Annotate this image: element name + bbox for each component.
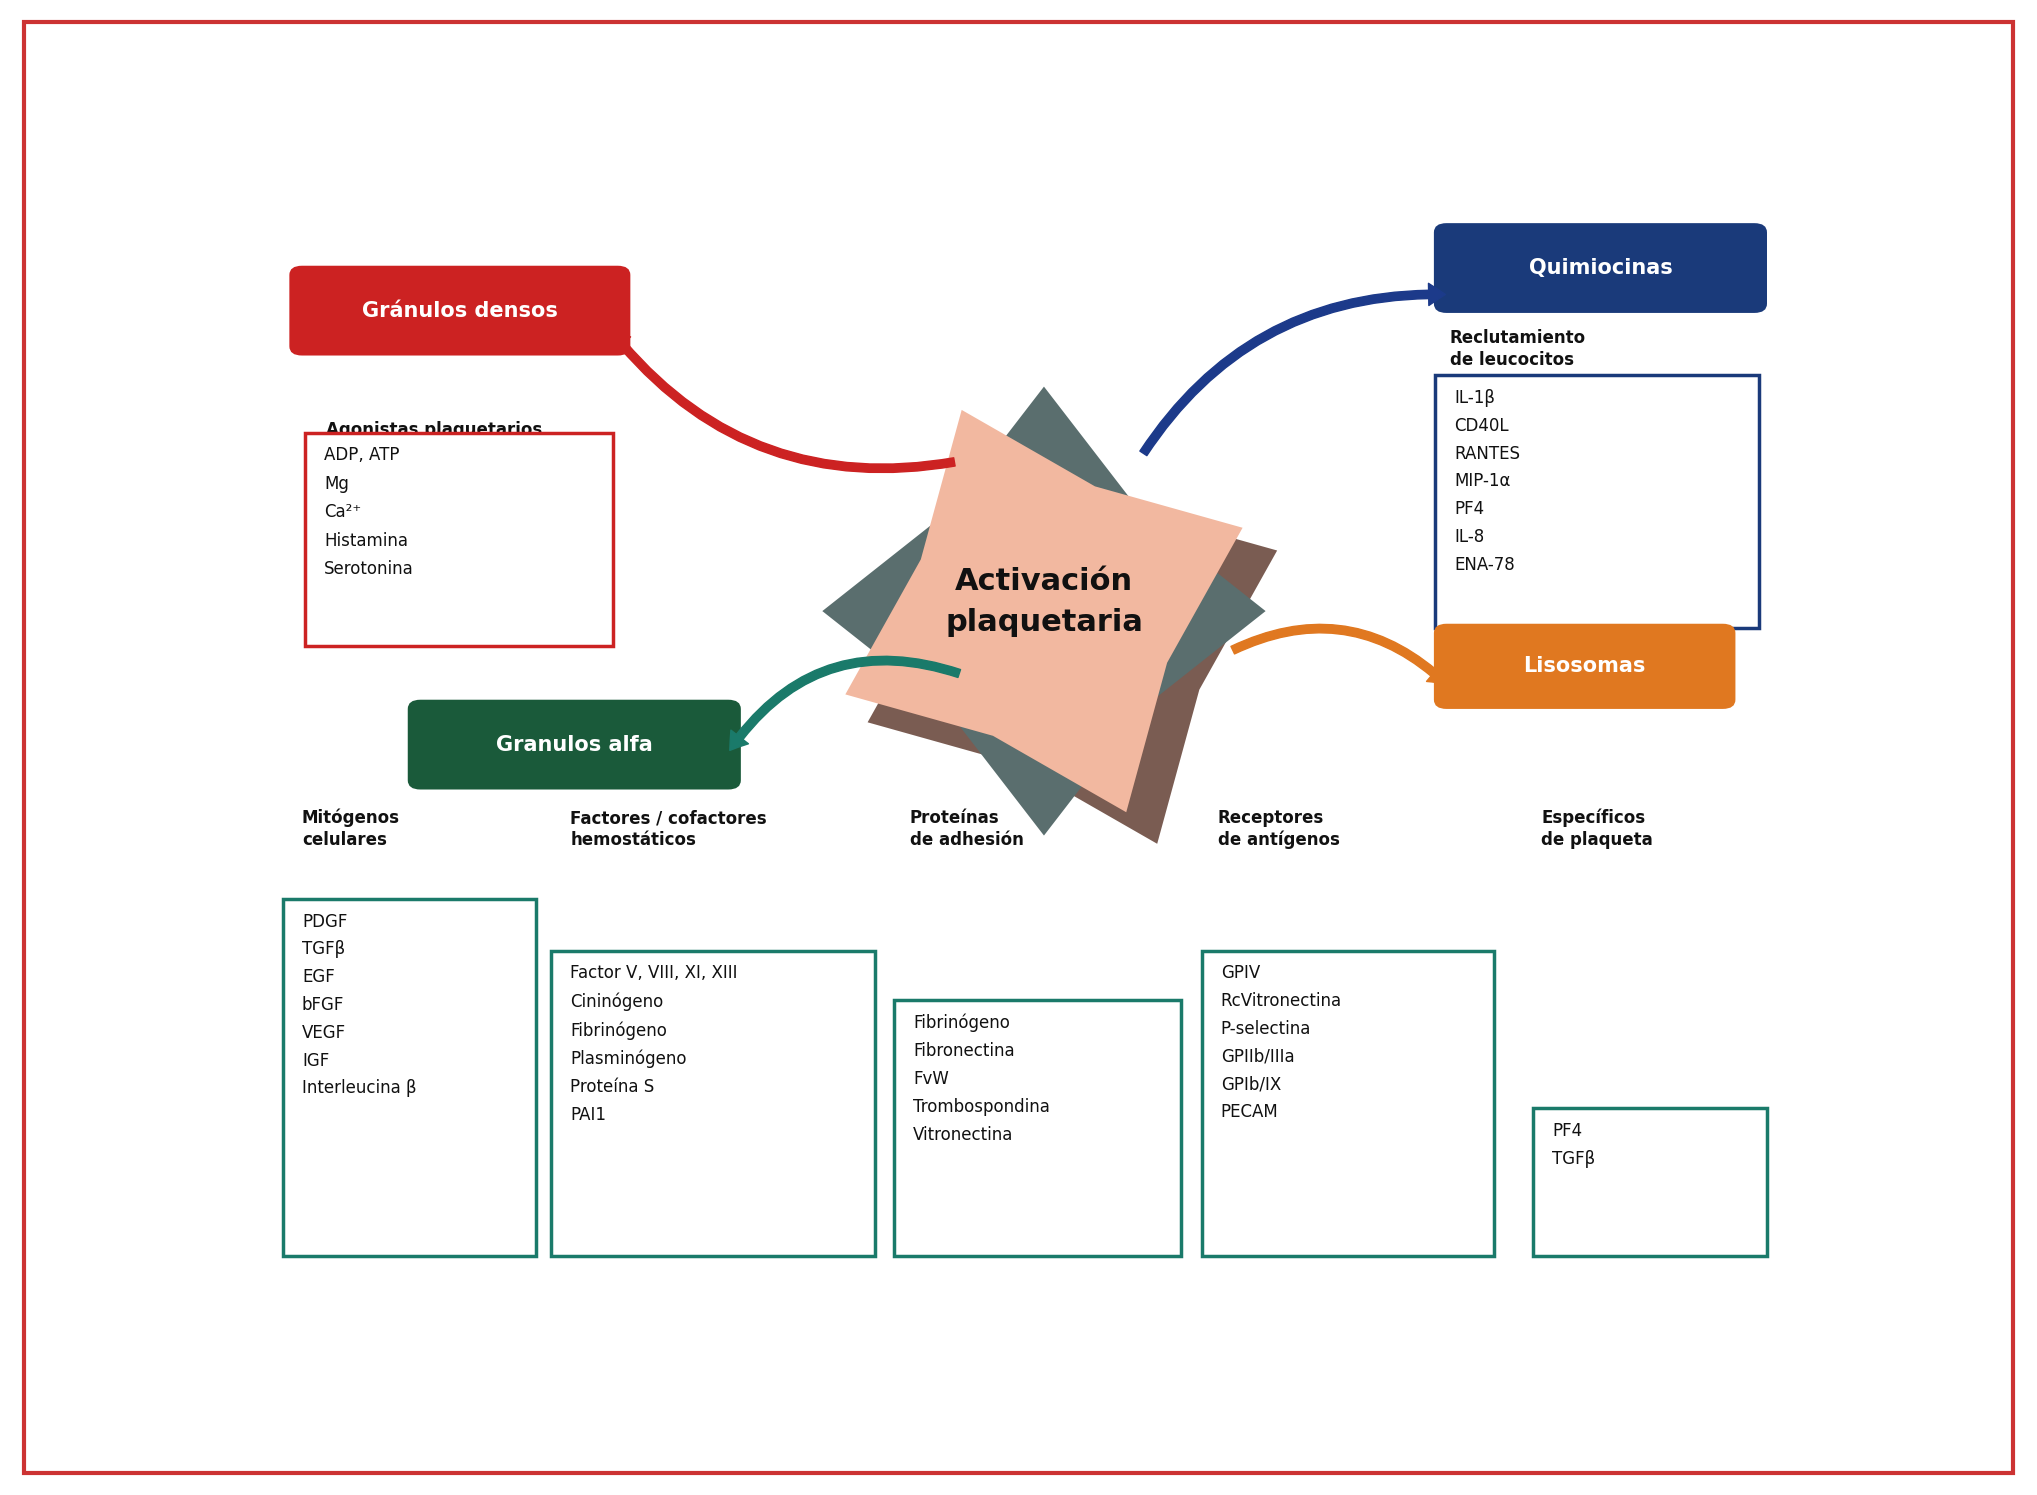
Text: Factor V, VIII, XI, XIII
Cininógeno
Fibrinógeno
Plasminógeno
Proteína S
PAI1: Factor V, VIII, XI, XIII Cininógeno Fibr… bbox=[570, 964, 737, 1124]
Text: Gránulos densos: Gránulos densos bbox=[363, 300, 558, 320]
Text: Receptores
de antígenos: Receptores de antígenos bbox=[1218, 809, 1340, 849]
Bar bbox=[306, 432, 613, 646]
Text: Quimiocinas: Quimiocinas bbox=[1528, 259, 1672, 278]
Text: IL-1β
CD40L
RANTES
MIP-1α
PF4
IL-8
ENA-78: IL-1β CD40L RANTES MIP-1α PF4 IL-8 ENA-7… bbox=[1454, 389, 1520, 574]
Bar bbox=[1534, 1108, 1766, 1256]
Text: Fibrinógeno
Fibronectina
FvW
Trombospondina
Vitronectina: Fibrinógeno Fibronectina FvW Trombospond… bbox=[913, 1014, 1049, 1144]
Text: Agonistas plaquetarios: Agonistas plaquetarios bbox=[326, 422, 542, 440]
Text: Mitógenos
celulares: Mitógenos celulares bbox=[301, 809, 399, 849]
FancyArrowPatch shape bbox=[1230, 625, 1446, 685]
Bar bbox=[1436, 375, 1760, 628]
FancyArrowPatch shape bbox=[1141, 284, 1446, 456]
FancyBboxPatch shape bbox=[1434, 223, 1766, 312]
Bar bbox=[552, 951, 876, 1256]
Text: Factores / cofactores
hemostáticos: Factores / cofactores hemostáticos bbox=[570, 809, 768, 849]
Bar bbox=[1202, 951, 1493, 1256]
FancyBboxPatch shape bbox=[407, 700, 741, 789]
Bar bbox=[894, 1000, 1181, 1256]
Text: Granulos alfa: Granulos alfa bbox=[495, 734, 652, 755]
FancyArrowPatch shape bbox=[729, 656, 961, 750]
FancyBboxPatch shape bbox=[289, 266, 629, 356]
Text: PDGF
TGFβ
EGF
bFGF
VEGF
IGF
Interleucina β: PDGF TGFβ EGF bFGF VEGF IGF Interleucina… bbox=[301, 912, 418, 1097]
Polygon shape bbox=[823, 387, 1265, 836]
Text: Reclutamiento
de leucocitos: Reclutamiento de leucocitos bbox=[1450, 329, 1587, 369]
Polygon shape bbox=[868, 429, 1277, 843]
Text: GPIV
RcVitronectina
P-selectina
GPIIb/IIIa
GPIb/IX
PECAM: GPIV RcVitronectina P-selectina GPIIb/II… bbox=[1220, 964, 1342, 1121]
FancyBboxPatch shape bbox=[1434, 623, 1736, 709]
Text: PF4
TGFβ: PF4 TGFβ bbox=[1552, 1123, 1595, 1168]
Text: Proteínas
de adhesión: Proteínas de adhesión bbox=[911, 809, 1025, 849]
Polygon shape bbox=[845, 410, 1243, 812]
Text: Lisosomas: Lisosomas bbox=[1524, 656, 1646, 676]
FancyArrowPatch shape bbox=[611, 332, 955, 472]
Text: Específicos
de plaqueta: Específicos de plaqueta bbox=[1542, 809, 1652, 849]
Bar bbox=[283, 898, 536, 1256]
Text: Activación
plaquetaria: Activación plaquetaria bbox=[945, 567, 1143, 637]
Text: ADP, ATP
Mg
Ca²⁺
Histamina
Serotonina: ADP, ATP Mg Ca²⁺ Histamina Serotonina bbox=[324, 447, 414, 579]
